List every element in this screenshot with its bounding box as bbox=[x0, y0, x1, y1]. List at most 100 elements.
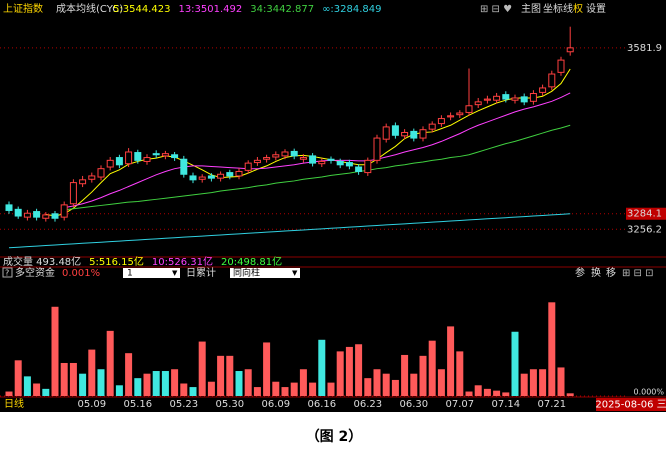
bar bbox=[14, 360, 22, 396]
candle-body bbox=[189, 175, 197, 181]
bar bbox=[217, 355, 225, 396]
bar bbox=[309, 382, 317, 396]
candle-body bbox=[180, 158, 188, 175]
candle-body bbox=[42, 214, 50, 219]
bar bbox=[447, 326, 455, 396]
bar bbox=[207, 381, 215, 396]
dropdown[interactable] bbox=[230, 268, 300, 278]
x-tick-label: 06.30 bbox=[399, 399, 428, 410]
bar bbox=[152, 371, 160, 396]
bar bbox=[364, 378, 372, 396]
date: 2025-08-06 三 bbox=[595, 400, 666, 411]
tool[interactable]: 参 bbox=[575, 266, 585, 279]
candle-body bbox=[51, 213, 59, 219]
bar bbox=[557, 367, 565, 396]
candle-body bbox=[290, 150, 298, 157]
sub-subtitle: 0.001% bbox=[62, 268, 100, 279]
y-tick-label: 3284.1 bbox=[627, 209, 662, 220]
dropdown-arrow[interactable]: ▼ bbox=[172, 269, 178, 277]
candle-body bbox=[419, 129, 427, 139]
menu-item[interactable]: 权 bbox=[573, 2, 583, 15]
x-tick-label: 06.16 bbox=[307, 399, 336, 410]
x-tick-label: 07.14 bbox=[491, 399, 520, 410]
bar bbox=[428, 340, 436, 396]
tool[interactable]: 移 bbox=[606, 266, 616, 279]
x-tick-label: 07.07 bbox=[445, 399, 474, 410]
candle-body bbox=[33, 211, 41, 218]
bar bbox=[143, 373, 151, 396]
bar bbox=[115, 385, 123, 396]
bar bbox=[290, 382, 298, 396]
bar bbox=[327, 382, 335, 396]
bar bbox=[345, 346, 353, 396]
bar bbox=[465, 391, 473, 396]
bar bbox=[281, 387, 289, 396]
bar bbox=[539, 369, 547, 396]
candle-body bbox=[79, 179, 87, 185]
candle-body bbox=[548, 73, 556, 88]
candle-body bbox=[125, 151, 133, 165]
bar bbox=[5, 391, 13, 396]
legend-entry: 13:3501.492 bbox=[178, 4, 242, 15]
help-box[interactable] bbox=[2, 267, 13, 278]
dropdown-value[interactable]: 1 bbox=[127, 269, 133, 279]
bar bbox=[566, 393, 574, 396]
candle-body bbox=[327, 158, 335, 161]
bar bbox=[180, 383, 188, 396]
candle-body bbox=[483, 98, 491, 101]
caption: （图 2） bbox=[306, 429, 363, 445]
menu-item[interactable]: 主图 bbox=[521, 3, 541, 15]
candle-body bbox=[161, 153, 169, 157]
candle-body bbox=[428, 123, 436, 130]
dropdown-value[interactable]: 同向柱 bbox=[233, 267, 260, 279]
bar bbox=[474, 385, 482, 396]
bar bbox=[171, 369, 179, 396]
bar bbox=[79, 373, 87, 396]
candle-body bbox=[539, 87, 547, 93]
candle-body bbox=[520, 96, 528, 103]
legend-entry: ∞:3284.849 bbox=[322, 4, 381, 15]
bar bbox=[299, 369, 307, 396]
candle-body bbox=[373, 137, 381, 161]
candle-body bbox=[226, 172, 234, 177]
bar bbox=[511, 331, 519, 396]
candle-body bbox=[152, 153, 160, 156]
bar bbox=[226, 355, 234, 396]
bar bbox=[134, 378, 142, 396]
bar bbox=[69, 362, 77, 396]
menu-item[interactable]: 设置 bbox=[586, 3, 606, 15]
candle-body bbox=[5, 204, 13, 211]
tool[interactable]: 换 bbox=[591, 266, 601, 279]
bar bbox=[272, 381, 280, 396]
candle-body bbox=[391, 125, 399, 136]
menu-item[interactable]: 坐标线 bbox=[543, 2, 573, 15]
candle-body bbox=[134, 152, 142, 161]
bar bbox=[106, 330, 114, 396]
y-tick-label: 0.000% bbox=[633, 388, 664, 397]
bar bbox=[401, 354, 409, 396]
bar bbox=[336, 351, 344, 396]
candle-body bbox=[281, 151, 289, 157]
tick-highlight bbox=[626, 207, 666, 220]
mode: 日累计 bbox=[186, 266, 216, 279]
candle-body bbox=[493, 95, 501, 101]
legend-entry: 34:3442.877 bbox=[250, 4, 314, 15]
dropdown-arrow[interactable]: ▼ bbox=[292, 269, 298, 277]
bar bbox=[60, 362, 68, 396]
candle-body bbox=[364, 159, 372, 174]
candle-body bbox=[437, 118, 445, 125]
candle-body bbox=[88, 175, 96, 180]
bar bbox=[529, 369, 537, 396]
help[interactable]: ? bbox=[5, 269, 9, 278]
bar bbox=[419, 355, 427, 396]
candle-body bbox=[355, 166, 363, 172]
dropdown[interactable] bbox=[123, 268, 180, 278]
icon[interactable]: ⊞ ⊟ ⊡ bbox=[622, 268, 654, 279]
bar bbox=[548, 302, 556, 396]
icon[interactable]: ⊞ ⊟ ♥ bbox=[480, 4, 512, 15]
candle-body bbox=[115, 157, 123, 166]
bar bbox=[253, 387, 261, 396]
candle-body bbox=[235, 170, 243, 177]
volume-legend: 10:526.31亿 bbox=[152, 255, 213, 268]
bar bbox=[437, 369, 445, 396]
